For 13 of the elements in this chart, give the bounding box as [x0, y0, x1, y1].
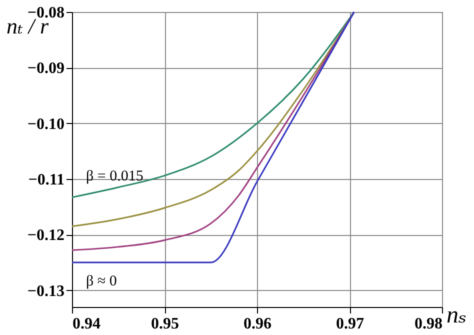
x-tick-label: 0.96 [244, 316, 272, 332]
x-axis-title: nₛ [446, 302, 467, 328]
series-label: β = 0.015 [86, 168, 144, 184]
x-tick-label: 0.95 [151, 316, 179, 332]
x-tick-label: 0.94 [72, 316, 100, 332]
y-tick-label: −0.11 [28, 171, 64, 188]
series-label: β ≈ 0 [86, 273, 117, 290]
x-tick-label: 0.98 [414, 316, 442, 332]
y-tick-label: −0.09 [27, 60, 64, 78]
x-tick-label: 0.97 [336, 316, 364, 332]
y-tick-label: −0.13 [27, 282, 64, 300]
y-tick-label: −0.12 [27, 227, 64, 244]
y-tick-label: −0.10 [27, 116, 64, 133]
